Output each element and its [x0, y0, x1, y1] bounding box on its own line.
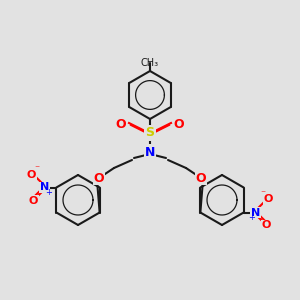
Text: N: N [145, 146, 155, 158]
Text: CH₃: CH₃ [141, 58, 159, 68]
Text: O: O [196, 172, 206, 184]
Text: +: + [248, 213, 255, 222]
Text: S: S [146, 127, 154, 140]
Text: O: O [262, 220, 271, 230]
Text: ⁻: ⁻ [260, 190, 265, 200]
Text: O: O [174, 118, 184, 131]
Text: O: O [116, 118, 126, 131]
Text: O: O [94, 172, 104, 184]
Text: O: O [29, 196, 38, 206]
Text: N: N [251, 208, 260, 218]
Text: +: + [45, 188, 52, 197]
Text: O: O [264, 194, 273, 205]
Text: ⁻: ⁻ [35, 164, 40, 175]
Text: O: O [27, 169, 36, 179]
Text: N: N [40, 182, 49, 193]
